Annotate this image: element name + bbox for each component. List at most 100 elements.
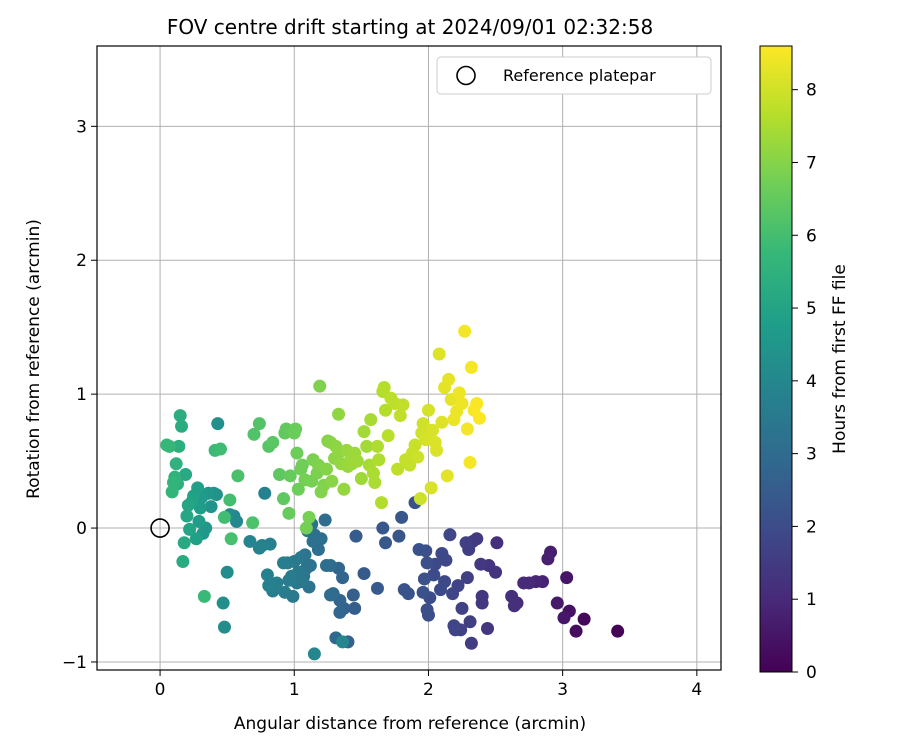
colorbar-tick-label: 7 [806,153,817,173]
data-point [577,612,591,626]
data-points [160,324,625,661]
data-point [395,510,409,524]
data-point [180,509,194,523]
data-point [443,528,457,542]
data-point [318,513,332,527]
colorbar-tick-label: 2 [806,517,817,537]
data-point [460,571,474,585]
data-point [283,469,297,483]
data-point [277,492,291,506]
data-point [165,485,179,499]
data-point [179,467,193,481]
data-point [432,347,446,361]
data-point [470,397,484,411]
data-point [393,409,407,423]
y-tick-label: 1 [76,385,87,405]
data-point [458,324,472,338]
data-point [277,556,291,570]
colorbar-tick-label: 0 [806,663,817,683]
data-point [446,587,460,601]
data-point [224,532,238,546]
legend-entry-reference-platepar: Reference platepar [503,66,656,85]
data-point [455,601,469,615]
data-point [350,454,364,468]
data-point [447,619,461,633]
data-point [430,443,444,457]
data-point [266,435,280,449]
data-point [337,482,351,496]
data-point [425,423,439,437]
y-axis-ticks: −1 0 1 2 3 [62,117,97,673]
data-point [204,500,218,514]
data-point [181,498,195,512]
data-point [172,439,186,453]
data-point [376,521,390,535]
data-point [197,589,211,603]
data-point [231,469,245,483]
data-point [464,360,478,374]
data-point [403,458,417,472]
y-tick-label: 2 [76,251,87,271]
data-point [299,521,313,535]
data-point [246,516,260,530]
data-point [243,534,257,548]
data-point [302,510,316,524]
data-point [247,427,261,441]
data-point [416,417,430,431]
legend-box [436,56,712,95]
data-point [505,589,519,603]
legend-marker [456,65,476,86]
data-point [557,611,571,625]
data-point [289,422,303,436]
data-point [424,481,438,495]
data-point [420,603,434,617]
data-point [258,486,272,500]
data-point [360,439,374,453]
data-point [550,596,564,610]
data-point [290,446,304,460]
data-point [306,534,320,548]
colorbar [759,45,793,673]
y-tick-label: 3 [76,117,87,137]
data-point [319,462,333,476]
data-point [291,482,305,496]
data-point [357,567,371,581]
data-point [220,565,234,579]
colorbar-tick-label: 6 [806,226,817,246]
data-point [192,514,206,528]
data-point [412,542,426,556]
x-axis-ticks: 0 1 2 3 4 [155,670,702,700]
plot-frame [96,45,722,671]
data-point [295,458,309,472]
data-point [392,529,406,543]
data-point [169,457,183,471]
data-point [560,571,574,585]
data-point [273,467,287,481]
data-point [336,635,350,649]
data-point [368,476,382,490]
data-point [282,573,296,587]
colorbar-tick-label: 4 [806,372,817,392]
colorbar-tick-label: 3 [806,445,817,465]
data-point [278,585,292,599]
data-point [440,469,454,483]
data-point [260,568,274,582]
data-point [313,379,327,393]
data-point [211,417,225,431]
colorbar-label: Hours from first FF file [830,264,850,454]
y-axis-label: Rotation from reference (arcmin) [24,219,44,499]
data-point [372,453,386,467]
data-point [408,438,422,452]
data-point [346,588,360,602]
data-point [381,429,395,443]
colorbar-tick-label: 8 [806,81,817,101]
x-axis-label: Angular distance from reference (arcmin) [234,714,586,734]
data-point [177,536,191,550]
data-point [349,529,363,543]
data-point [364,413,378,427]
data-point [411,450,425,464]
data-point [397,583,411,597]
data-point [377,380,391,394]
data-point [463,455,477,469]
data-point [370,581,384,595]
